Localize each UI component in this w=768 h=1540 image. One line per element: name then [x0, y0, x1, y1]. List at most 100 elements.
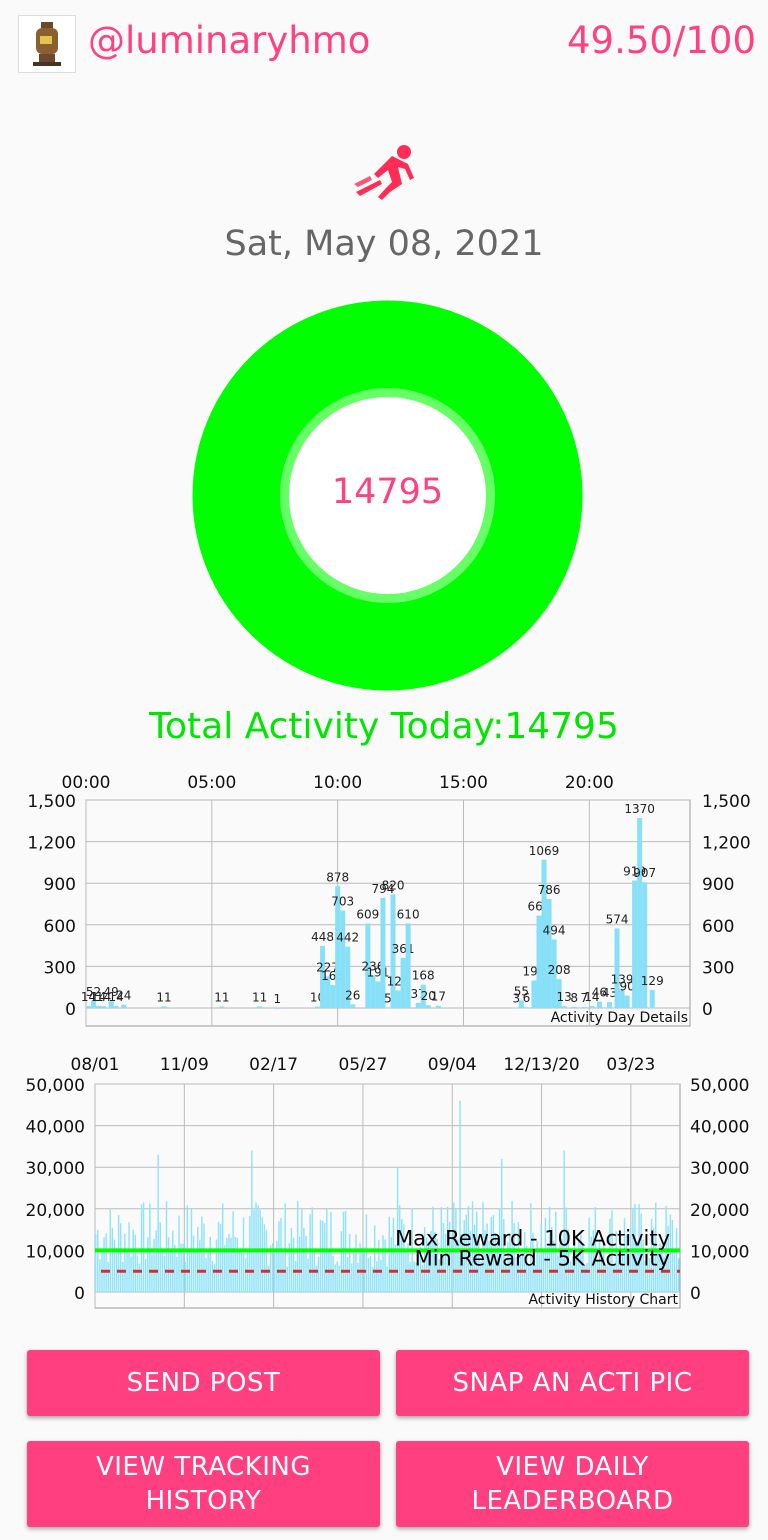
history-bar — [107, 1261, 109, 1292]
history-bar — [403, 1224, 405, 1292]
ring-center — [280, 388, 495, 603]
history-bar — [577, 1240, 580, 1292]
history-bar — [151, 1254, 153, 1292]
history-bar — [105, 1233, 107, 1292]
avatar[interactable] — [18, 15, 76, 73]
history-bar — [192, 1235, 195, 1292]
history-bar — [340, 1231, 343, 1292]
activity-bar — [619, 988, 625, 1008]
bar-value-label: 129 — [641, 974, 664, 988]
bar-value-label: 90 — [619, 980, 634, 994]
bar-value-label: 43 — [602, 986, 617, 1000]
history-bar — [473, 1224, 476, 1292]
history-bar — [621, 1251, 624, 1292]
history-bar — [353, 1248, 355, 1292]
y-tick-label-right: 300 — [702, 958, 734, 978]
history-bar — [598, 1240, 601, 1292]
history-bar — [677, 1258, 680, 1292]
max-reward-label: Max Reward - 10K Activity — [395, 1226, 670, 1250]
bar-value-label: 14 — [584, 990, 599, 1004]
history-bar — [430, 1231, 432, 1292]
history-bar — [336, 1261, 338, 1292]
x-tick-label: 00:00 — [62, 773, 111, 793]
view-daily-leaderboard-button[interactable]: VIEW DAILY LEADERBOARD — [396, 1441, 749, 1527]
activity-bar — [101, 1006, 107, 1008]
history-bar — [126, 1251, 128, 1292]
bar-value-label: 14 — [109, 990, 124, 1004]
history-bar — [669, 1214, 672, 1292]
activity-bar — [642, 882, 648, 1008]
history-bar — [357, 1262, 359, 1292]
activity-bar — [546, 899, 552, 1008]
history-bar — [167, 1237, 170, 1292]
robot-avatar-icon — [33, 22, 61, 66]
history-bar — [657, 1248, 659, 1292]
history-bar — [659, 1243, 661, 1292]
history-bar — [642, 1239, 644, 1292]
history-bar — [492, 1214, 495, 1292]
activity-bar — [518, 1000, 524, 1008]
bar-value-label: 609 — [356, 908, 379, 922]
activity-bar — [325, 976, 331, 1008]
history-bar — [409, 1261, 411, 1292]
history-bar — [284, 1203, 286, 1292]
activity-bar — [531, 980, 537, 1008]
history-bar — [303, 1227, 305, 1292]
activity-bar — [257, 1006, 263, 1008]
history-bar — [230, 1237, 232, 1292]
history-bar — [203, 1223, 205, 1292]
bar-value-label: 610 — [397, 907, 420, 921]
history-bar — [567, 1229, 570, 1292]
activity-bar — [400, 957, 406, 1008]
activity-ring — [192, 300, 583, 691]
activity-bar — [370, 975, 376, 1008]
x-tick-label: 05/27 — [338, 1055, 387, 1075]
history-bar — [505, 1263, 507, 1292]
activity-bar — [523, 1007, 529, 1009]
history-bar — [265, 1230, 268, 1292]
bar-value-label: 14 — [96, 990, 111, 1004]
history-bar — [663, 1256, 665, 1292]
history-bar — [221, 1203, 224, 1292]
history-bar — [459, 1100, 461, 1292]
history-bar — [163, 1255, 166, 1292]
activity-bar — [113, 1006, 119, 1008]
history-bar — [561, 1239, 563, 1292]
history-bar — [263, 1224, 266, 1292]
bar-value-label: 26 — [345, 988, 360, 1002]
y-tick-label-left: 30,000 — [26, 1159, 85, 1179]
snap-activity-pic-button[interactable]: SNAP AN ACTI PIC — [396, 1350, 749, 1416]
bar-value-label: 6 — [523, 991, 531, 1005]
activity-bar — [121, 1004, 127, 1008]
activity-bar — [556, 979, 562, 1008]
y-tick-label-right: 0 — [702, 1000, 713, 1020]
x-tick-label: 12/13/20 — [503, 1055, 579, 1075]
history-bar — [367, 1257, 370, 1292]
history-bar — [650, 1218, 653, 1292]
y-tick-label-left: 50,000 — [26, 1076, 85, 1096]
history-bar — [355, 1234, 357, 1292]
history-bar — [209, 1237, 211, 1292]
activity-bar — [161, 1006, 167, 1008]
y-tick-label-left: 1,500 — [27, 792, 76, 812]
history-bar — [255, 1202, 257, 1292]
y-tick-label-right: 40,000 — [690, 1118, 749, 1138]
history-bar — [438, 1259, 440, 1292]
history-bar — [478, 1237, 480, 1292]
history-bar — [288, 1243, 291, 1292]
bar-value-label: 236 — [361, 959, 384, 973]
activity-bar — [345, 946, 351, 1008]
y-tick-label-left: 0 — [74, 1284, 85, 1304]
username[interactable]: @luminaryhmo — [88, 19, 371, 62]
activity-bar — [274, 1007, 280, 1009]
history-bar — [602, 1241, 605, 1292]
send-post-button[interactable]: SEND POST — [27, 1350, 380, 1416]
history-bar — [95, 1234, 97, 1292]
bar-value-label: 820 — [382, 878, 405, 892]
history-bar — [511, 1201, 513, 1292]
history-bar — [580, 1233, 582, 1292]
history-bar — [534, 1264, 536, 1292]
history-bar — [582, 1245, 584, 1292]
history-bar — [365, 1214, 368, 1292]
view-tracking-history-button[interactable]: VIEW TRACKING HISTORY — [27, 1441, 380, 1527]
